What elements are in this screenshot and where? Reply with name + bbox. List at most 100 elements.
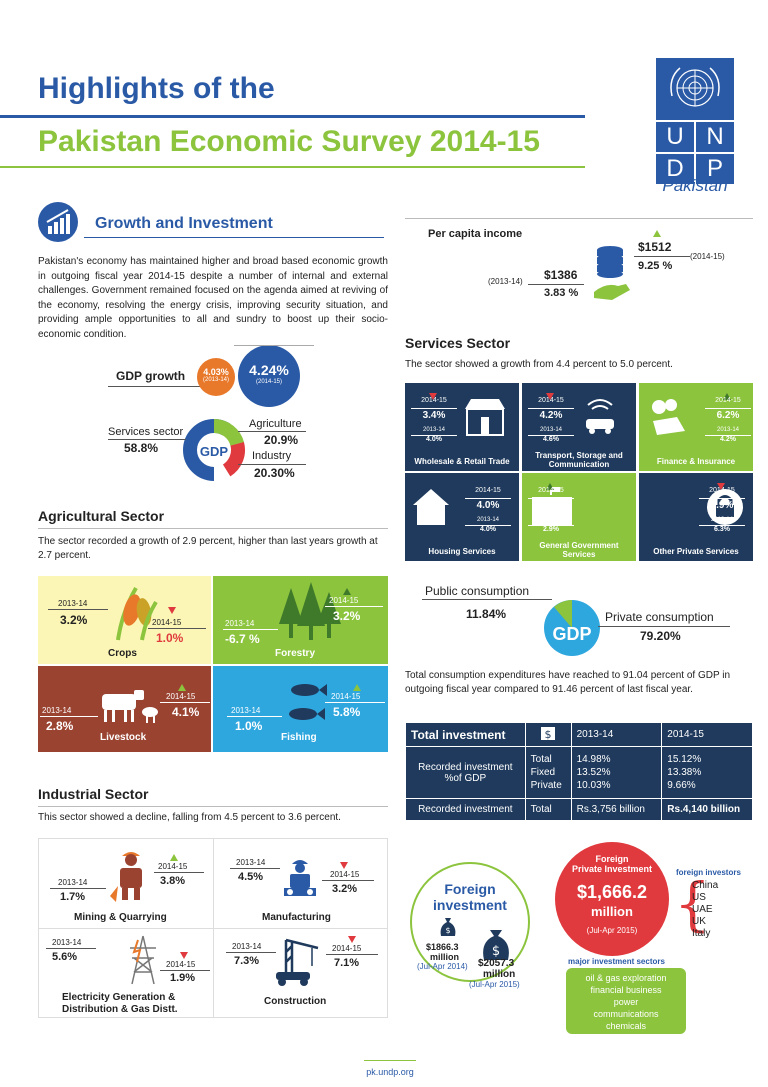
sub-private: Private [530, 780, 562, 791]
investment-row1-c2: 15.12% 13.38% 9.66% [661, 746, 753, 799]
footer-url[interactable]: pk.undp.org [366, 1067, 414, 1077]
gdp-prev-value: 4.03% [203, 367, 229, 377]
sector-financial: financial business [590, 985, 662, 995]
per-capita-prev-amount: $1386 [544, 268, 578, 282]
service-cur-value: 3.4% [411, 408, 457, 421]
gdp-pie [542, 598, 602, 658]
svg-text:$: $ [545, 728, 552, 741]
electricity-prev-value: 5.6% [52, 951, 78, 963]
undp-letter-p: P [696, 154, 734, 184]
service-prev-value: 2.9% [528, 525, 574, 533]
val-private-2014: 9.66% [667, 780, 696, 791]
service-prev-year: 2013-14 [476, 517, 500, 523]
val-total-2014: 15.12% [667, 754, 702, 765]
service-prev-year: 2013-14 [710, 517, 734, 523]
forestry-prev-rule [223, 629, 278, 630]
per-capita-prev-year: (2013-14) [488, 277, 523, 286]
service-prev-value: 4.0% [411, 435, 457, 443]
trees-icon [277, 580, 341, 642]
gdp-growth-underline [108, 386, 203, 387]
per-capita-prev-pct: 3.83 % [544, 287, 579, 299]
livestock-name: Livestock [100, 732, 147, 743]
service-prev-year: 2013-14 [422, 427, 446, 433]
investor-china: China [692, 880, 719, 891]
service-name: Housing Services [428, 547, 496, 556]
government-icon [530, 487, 574, 532]
header-rule-green [0, 166, 585, 168]
investment-row2-sub: Total [524, 798, 572, 821]
manufacturing-cur-value: 3.2% [332, 883, 358, 895]
electricity-prev-rule [46, 948, 96, 949]
money-bag-small-icon: $ [439, 916, 457, 938]
per-capita-cur-rule [634, 256, 690, 257]
val-private-2013: 10.03% [576, 780, 611, 791]
forestry-name: Forestry [275, 648, 316, 659]
service-arrow [723, 387, 731, 405]
fpi-million: million [591, 904, 633, 919]
public-consumption-rule [422, 599, 552, 600]
crops-cur-year: 2014-15 [152, 618, 182, 627]
forestry-cur-rule [325, 606, 383, 607]
gdp-prev-circle [197, 358, 235, 396]
fishing-prev-year: 2013-14 [231, 706, 261, 715]
mining-prev-rule [50, 888, 106, 889]
investment-table: Total investment $ 2013-14 2014-15 Recor… [405, 722, 753, 821]
forestry-prev-value: -6.7 % [225, 632, 260, 646]
gdp-growth-connector [234, 345, 314, 346]
service-prev-value: 4.0% [465, 525, 511, 533]
industry-heading: Industrial Sector [38, 786, 149, 802]
construction-cur-year: 2014-15 [332, 944, 362, 953]
per-capita-label: Per capita income [428, 228, 523, 240]
corn-icon [112, 582, 158, 642]
service-cur-year: 2014-15 [475, 487, 501, 494]
gdp-growth-label: GDP growth [116, 369, 186, 383]
electricity-cur-year: 2014-15 [166, 960, 196, 969]
service-name: General Government Services [539, 541, 619, 559]
investor-uae: UAE [692, 904, 713, 915]
investors-list: China US UAE UK Italy [692, 880, 718, 940]
header-title-line1: Highlights of the [38, 72, 275, 105]
electricity-prev-year: 2013-14 [52, 938, 82, 947]
undp-country: Pakistan [662, 176, 728, 195]
worker-icon [280, 856, 320, 900]
private-consumption-value: 79.20% [640, 629, 681, 643]
crops-tile: 2013-14 3.2% 2014-15 1.0% Crops [38, 576, 211, 664]
electricity-cur-value: 1.9% [170, 972, 196, 984]
svg-text:$: $ [445, 926, 450, 935]
industry-divider-v [213, 838, 214, 1018]
val-fixed-2014: 13.38% [667, 767, 702, 778]
investment-sectors-label: major investment sectors [568, 957, 665, 966]
fpi-period: (Jul-Apr 2015) [586, 926, 638, 935]
investment-row1-label: Recorded investment %of GDP [405, 746, 526, 799]
manufacturing-cur-rule [322, 880, 374, 881]
fpi-circle [555, 842, 669, 956]
industry-intro: This sector showed a decline, falling fr… [38, 812, 341, 823]
services-heading: Services Sector [405, 335, 511, 351]
footer-rule [364, 1060, 416, 1061]
agri-heading: Agricultural Sector [38, 508, 165, 524]
construction-prev-rule [226, 952, 276, 953]
fishing-prev-value: 1.0% [235, 719, 263, 733]
house-icon [411, 487, 451, 532]
agriculture-value: 20.9% [264, 433, 299, 447]
service-cur-year: 2014-15 [715, 397, 741, 404]
sector-chemicals: chemicals [605, 1021, 646, 1031]
investors-brace: { [674, 870, 711, 938]
investment-row2-c1: Rs.3,756 billion [570, 798, 663, 821]
fishing-cur-year: 2014-15 [331, 692, 361, 701]
agri-intro: The sector recorded a growth of 2.9 perc… [38, 536, 378, 561]
services-sector-label: Services sector [108, 426, 184, 438]
public-consumption-label: Public consumption [425, 584, 530, 598]
industry-label: Industry [252, 450, 292, 462]
fi-amount-1: $1866.3 [426, 942, 459, 952]
fish-icon [283, 676, 329, 732]
construction-prev-year: 2013-14 [232, 942, 262, 951]
coins-hand-icon [592, 240, 632, 305]
construction-cur-value: 7.1% [334, 957, 360, 969]
service-cur-value: 6.2% [705, 408, 751, 421]
mining-name: Mining & Quarrying [74, 912, 167, 923]
investor-italy: Italy [692, 928, 711, 939]
fpi-title-2: Private Investment [571, 864, 653, 874]
service-cur-value: 4.0% [465, 498, 511, 511]
mining-prev-year: 2013-14 [58, 878, 88, 887]
